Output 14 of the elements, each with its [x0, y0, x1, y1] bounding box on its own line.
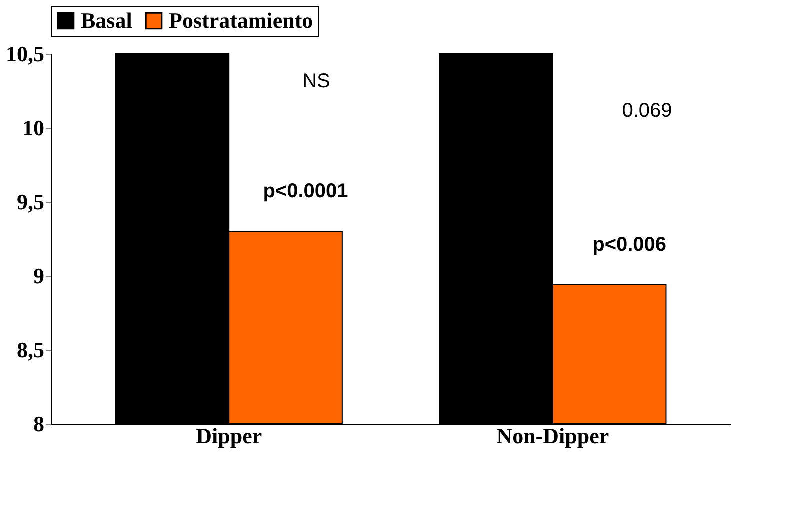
annotation: p<0.006	[592, 234, 667, 256]
y-tick-label: 10,5	[6, 42, 44, 66]
annotation: NS	[302, 70, 330, 92]
annotation: p<0.0001	[263, 180, 348, 203]
annotation: 0.069	[622, 100, 672, 122]
y-tick-label: 9	[34, 264, 44, 288]
y-tick-label: 8	[34, 412, 44, 436]
y-tick-label: 9,5	[17, 190, 44, 214]
y-tick-label: 8,5	[17, 338, 44, 362]
x-tick-label: Non-Dipper	[496, 424, 610, 448]
legend-label: Basal	[81, 8, 132, 33]
x-tick-label: Dipper	[196, 424, 262, 448]
legend-label: Postratamiento	[169, 8, 314, 33]
y-tick-label: 10	[22, 116, 44, 140]
